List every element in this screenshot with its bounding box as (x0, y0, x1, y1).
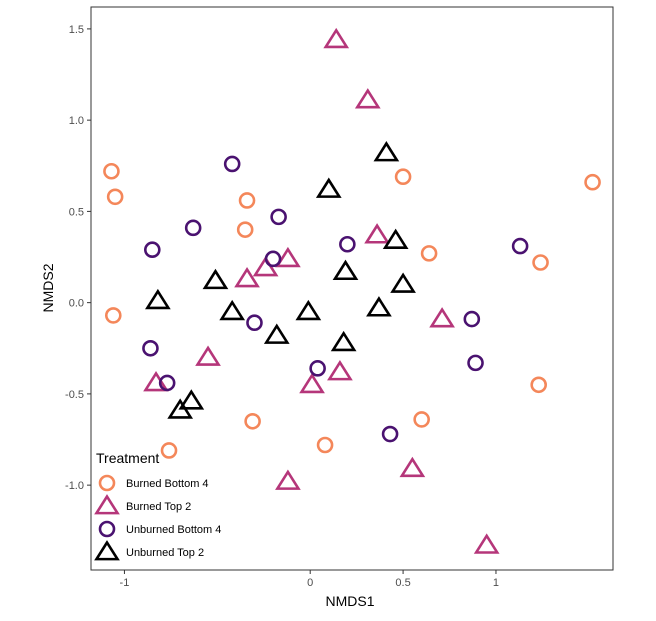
series-group (145, 141, 416, 419)
data-point-triangle (354, 88, 381, 109)
data-point-circle (142, 339, 159, 357)
legend-entry-label: Unburned Bottom 4 (126, 524, 221, 536)
data-point-triangle (473, 533, 500, 554)
data-point-circle (184, 219, 202, 237)
data-point-triangle (373, 141, 400, 162)
data-point-circle (413, 411, 430, 428)
legend-key-circle (98, 520, 116, 538)
data-point-triangle (429, 307, 455, 328)
data-point-circle (158, 374, 176, 392)
data-point-triangle (219, 299, 246, 321)
data-point-triangle (275, 469, 301, 490)
x-axis-title: NMDS1 (325, 593, 374, 609)
data-point-triangle (323, 27, 350, 49)
data-point-triangle (332, 259, 359, 281)
data-point-circle (316, 436, 334, 454)
data-point-triangle (195, 345, 221, 366)
data-point-circle (584, 173, 601, 191)
y-tick-label: 0.5 (69, 206, 84, 218)
data-point-triangle (366, 296, 392, 317)
data-point-triangle (275, 246, 301, 268)
legend-entry-label: Unburned Top 2 (126, 547, 204, 559)
data-point-triangle (145, 288, 171, 310)
data-points (103, 27, 601, 554)
data-point-circle (532, 254, 549, 271)
series-group (143, 27, 500, 554)
series-group (142, 155, 529, 443)
y-tick-label: 0.0 (69, 298, 84, 310)
data-point-circle (144, 241, 161, 259)
y-tick-label: -0.5 (65, 389, 84, 401)
data-point-triangle (330, 330, 357, 352)
data-point-circle (381, 425, 399, 443)
data-point-triangle (295, 299, 322, 321)
data-point-circle (236, 221, 254, 238)
data-point-circle (264, 250, 282, 268)
x-tick-label: 0 (307, 577, 313, 589)
series-group (103, 162, 601, 459)
data-point-triangle (364, 223, 390, 244)
data-point-triangle (202, 268, 229, 290)
data-point-circle (244, 412, 261, 430)
y-axis-title: NMDS2 (40, 263, 56, 312)
data-point-circle (104, 307, 122, 324)
data-point-circle (467, 354, 484, 372)
data-point-circle (463, 310, 481, 328)
legend-title: Treatment (96, 450, 159, 466)
data-point-circle (420, 245, 438, 262)
data-point-triangle (327, 360, 353, 381)
data-point-triangle (299, 372, 325, 394)
data-point-circle (511, 237, 529, 255)
data-point-circle (238, 192, 256, 209)
y-tick-label: 1.0 (69, 115, 84, 127)
data-point-circle (394, 168, 412, 186)
data-point-circle (223, 155, 241, 173)
legend-entry-label: Burned Bottom 4 (126, 478, 209, 490)
data-point-triangle (399, 456, 426, 478)
data-point-circle (270, 208, 287, 226)
y-axis: 1.5 1.0 0.5 0.0 -0.5 -1.0 (65, 24, 91, 492)
x-tick-label: 1 (493, 577, 499, 589)
data-point-triangle (263, 323, 290, 344)
data-point-triangle (390, 272, 416, 293)
legend-key-triangle (94, 540, 120, 561)
data-point-circle (160, 442, 178, 459)
plot-border (90, 6, 614, 571)
data-point-circle (106, 188, 124, 206)
legend: Treatment Burned Bottom 4 Burned Top 2 Unbu… (94, 450, 221, 561)
data-point-circle (530, 376, 547, 394)
x-tick-label: 0.5 (395, 577, 410, 589)
legend-key-triangle (94, 494, 120, 515)
legend-key-circle (98, 474, 116, 492)
data-point-circle (309, 360, 326, 377)
y-tick-label: -1.0 (65, 480, 84, 492)
x-axis: -1 0 0.5 1 (120, 570, 499, 589)
data-point-circle (103, 162, 120, 180)
legend-entry-label: Burned Top 2 (126, 501, 191, 513)
data-point-circle (339, 235, 356, 253)
data-point-triangle (178, 389, 205, 410)
y-tick-label: 1.5 (69, 24, 84, 36)
x-tick-label: -1 (120, 577, 130, 589)
data-point-circle (246, 314, 263, 332)
data-point-triangle (382, 228, 409, 250)
data-point-triangle (315, 177, 342, 198)
plot-frame (90, 6, 614, 571)
data-point-triangle (234, 266, 260, 288)
